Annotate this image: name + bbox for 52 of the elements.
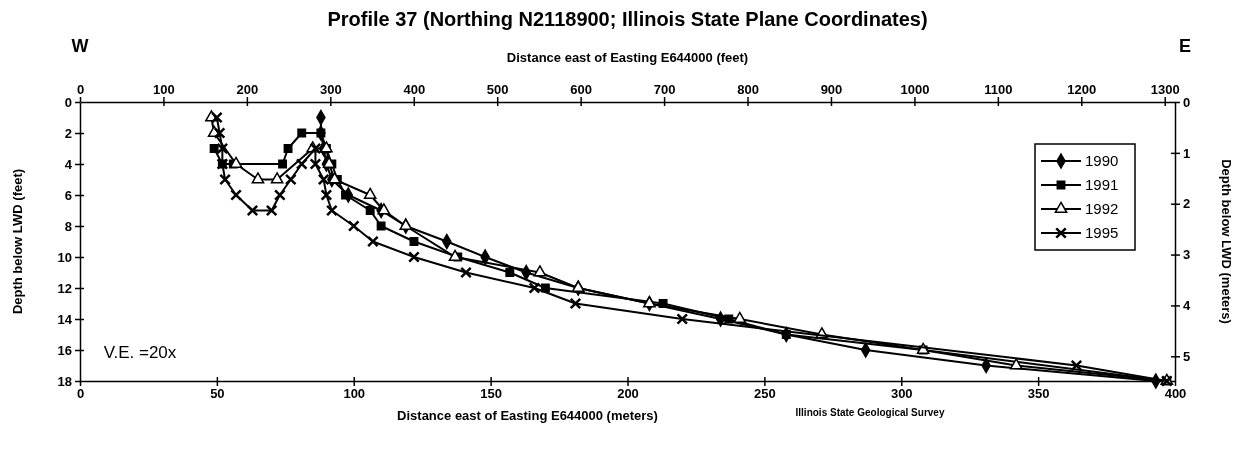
legend-label: 1992 [1085, 200, 1119, 217]
x-tick-label: 50 [210, 386, 225, 402]
x2-tick-label: 300 [319, 82, 342, 97]
x-tick-label: 350 [1027, 386, 1050, 402]
x-tick-label: 400 [1164, 386, 1187, 402]
text: Illinois State Geological Survey [795, 407, 945, 418]
x2-tick-label: 600 [570, 82, 592, 97]
x2-tick-label: 1200 [1067, 82, 1097, 97]
x-tick-label: 200 [617, 386, 639, 402]
y-tick-label: 16 [57, 342, 72, 358]
x2-tick-label: 900 [820, 82, 843, 97]
annotation: V.E. =20x [103, 343, 177, 362]
legend-label: 1995 [1085, 224, 1119, 241]
x2-axis-title: Distance east of Easting E644000 (feet) [506, 50, 749, 65]
y-tick-label: 0 [64, 94, 72, 110]
x2-tick-label: 1100 [984, 82, 1013, 97]
y-tick-label: 2 [64, 125, 72, 141]
y2-axis-title: Depth below LWD (meters) [1219, 159, 1234, 324]
chart-title: Profile 37 (Northing N2118900; Illinois State Plane Coordinates) [327, 8, 928, 30]
x2-tick-label: 100 [153, 82, 175, 97]
legend-label: 1990 [1085, 152, 1119, 169]
y-axis-title: Depth below LWD (feet) [10, 168, 25, 315]
y-tick-label: 6 [64, 187, 72, 203]
y-tick-label: 10 [57, 249, 72, 265]
text: E [1178, 36, 1192, 56]
x2-tick-label: 500 [486, 82, 509, 97]
legend-label: 1991 [1085, 176, 1119, 193]
y2-tick-label: 3 [1183, 247, 1191, 263]
x-tick-label: 0 [76, 386, 85, 402]
y2-tick-label: 5 [1183, 348, 1191, 364]
x2-tick-label: 700 [653, 82, 676, 97]
y2-tick-label: 2 [1183, 196, 1191, 212]
x-axis-title: Distance east of Easting E644000 (meters) [397, 408, 658, 423]
x-tick-label: 150 [480, 386, 502, 402]
x-tick-label: 250 [754, 386, 776, 402]
y-tick-label: 8 [64, 218, 72, 234]
x2-tick-label: 400 [403, 82, 426, 97]
y-tick-label: 12 [57, 280, 72, 296]
x-tick-label: 100 [343, 386, 366, 402]
y2-tick-label: 4 [1183, 298, 1191, 314]
x2-tick-label: 0 [76, 82, 85, 97]
x-tick-label: 300 [890, 386, 913, 402]
y2-tick-label: 1 [1183, 145, 1191, 161]
y-tick-label: 14 [57, 311, 73, 327]
y-tick-label: 4 [64, 156, 73, 172]
x2-tick-label: 800 [737, 82, 759, 97]
x2-tick-label: 200 [236, 82, 259, 97]
y-tick-label: 18 [57, 373, 72, 389]
y2-tick-label: 0 [1183, 94, 1191, 110]
text: W [71, 36, 89, 56]
x2-tick-label: 1300 [1150, 82, 1180, 97]
x2-tick-label: 1000 [900, 82, 930, 97]
